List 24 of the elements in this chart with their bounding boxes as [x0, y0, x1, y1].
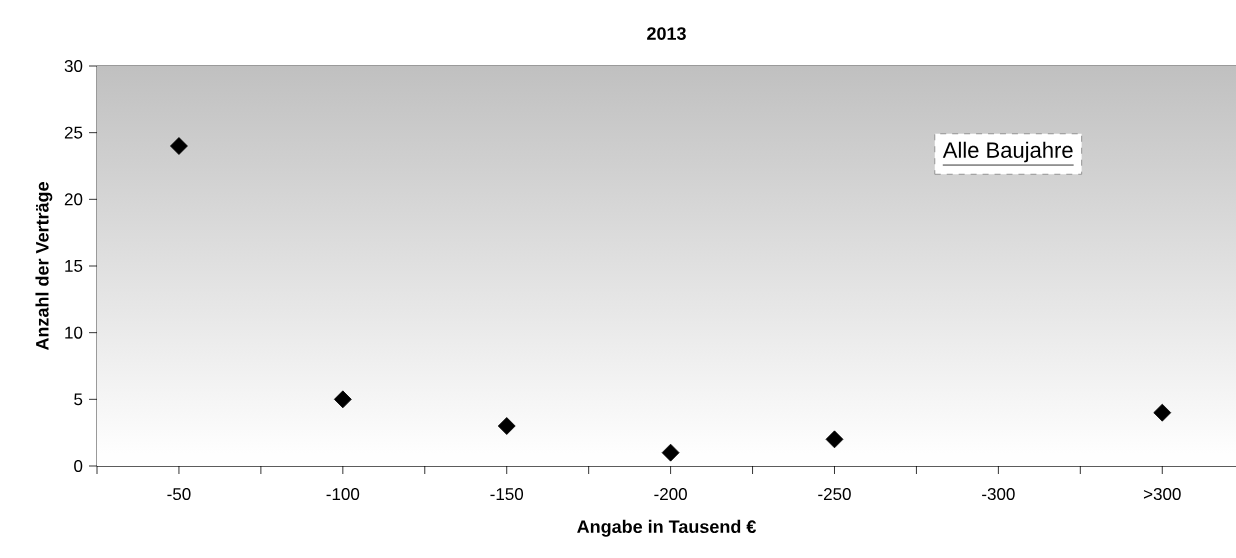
- y-tick-label: 15: [65, 260, 83, 272]
- x-tick-label: >300: [1143, 488, 1181, 501]
- y-tick-label: 10: [65, 326, 83, 339]
- point: [497, 417, 516, 435]
- y-tick-label: 20: [64, 193, 83, 206]
- chart-title: 2013: [647, 27, 686, 40]
- y-tick-label: 30: [64, 59, 83, 73]
- x-tick-label: -50: [167, 488, 191, 501]
- y-tick-label: 5: [74, 393, 83, 406]
- point: [825, 430, 844, 449]
- y-axis-title: Anzahl der Verträge: [35, 182, 53, 351]
- x-tick-label: -250: [818, 488, 851, 501]
- y-tick-label: 25: [64, 126, 83, 139]
- x-tick-label: -150: [490, 488, 524, 501]
- annotation: Alle Baujahre: [942, 141, 1073, 163]
- point: [333, 390, 352, 409]
- x-tick-label: -100: [326, 488, 360, 501]
- x-tick-label: -300: [982, 488, 1015, 501]
- x-tick-label: -200: [654, 488, 687, 501]
- point: [661, 443, 680, 462]
- point: [170, 137, 188, 155]
- y-tick-label: 0: [74, 459, 83, 473]
- point: [1153, 403, 1172, 422]
- x-axis-title: Angabe in Tausend €: [577, 519, 757, 537]
